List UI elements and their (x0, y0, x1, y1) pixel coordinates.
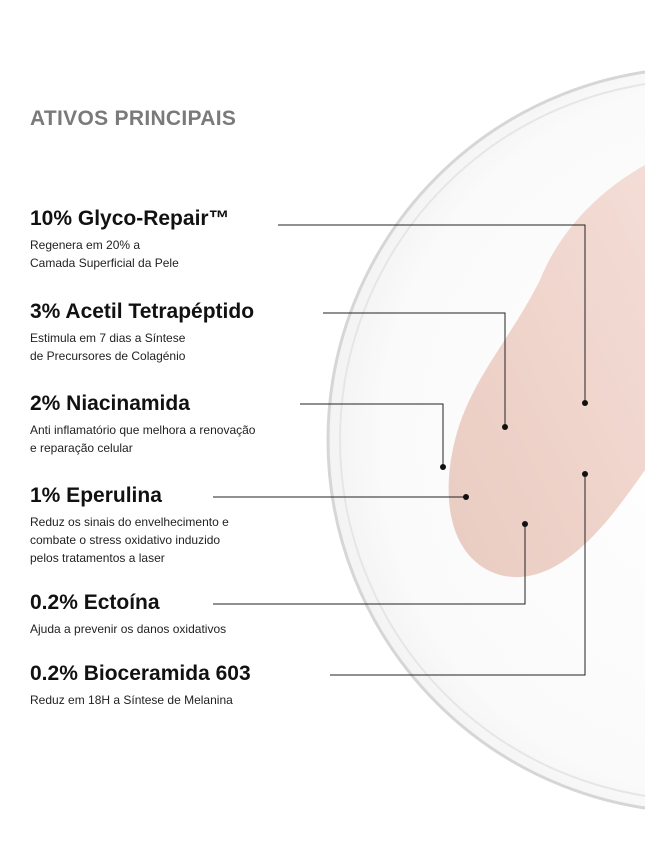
description-line: Reduz em 18H a Síntese de Melanina (30, 693, 233, 707)
leader-lines (213, 224, 586, 676)
ingredient-description: Reduz os sinais do envelhecimento e comba… (30, 513, 229, 567)
ingredient: 0.2% Bioceramida 603 Reduz em 18H a Sínte… (30, 662, 251, 709)
ingredient-description: Reduz em 18H a Síntese de Melanina (30, 691, 251, 709)
ingredient-name: 0.2% Bioceramida 603 (30, 662, 251, 685)
description-line: e reparação celular (30, 441, 133, 455)
ingredient: 10% Glyco-Repair™ Regenera em 20% a Camada… (30, 207, 230, 272)
ingredient-description: Anti inflamatório que melhora a renovaçã… (30, 421, 255, 457)
description-line: Reduz os sinais do envelhecimento e (30, 515, 229, 529)
description-line: combate o stress oxidativo induzido (30, 533, 221, 547)
ingredient-description: Regenera em 20% a Camada Superficial da P… (30, 236, 230, 272)
ingredient: 0.2% Ectoína Ajuda a prevenir os danos ox… (30, 591, 226, 638)
markers (440, 400, 588, 527)
petri-dish-rim (339, 83, 645, 797)
ingredient-name: 10% Glyco-Repair™ (30, 207, 230, 230)
title: ATIVOS PRINCIPAIS (30, 107, 237, 130)
ingredient-name: 0.2% Ectoína (30, 591, 160, 614)
ingredient: 1% Eperulina Reduz os sinais do envelheci… (30, 484, 229, 567)
ingredient-description: Ajuda a prevenir os danos oxidativos (30, 620, 226, 638)
ingredient-name: 3% Acetil Tetrapéptido (30, 300, 255, 323)
ingredient-name: 1% Eperulina (30, 484, 162, 507)
ingredient: 3% Acetil Tetrapéptido Estimula em 7 dias… (30, 300, 254, 365)
description-line: pelos tratamentos a laser (30, 551, 165, 565)
ingredient: 2% Niacinamida Anti inflamatório que melh… (30, 392, 255, 457)
ingredient-name: 2% Niacinamida (30, 392, 190, 415)
description-line: Ajuda a prevenir os danos oxidativos (30, 622, 227, 636)
description-line: Camada Superficial da Pele (30, 256, 179, 270)
cream-swatch (448, 165, 645, 578)
description-line: Estimula em 7 dias a Síntese (30, 331, 186, 345)
description-line: Regenera em 20% a (30, 238, 141, 252)
ingredient-description: Estimula em 7 dias a Síntese de Precursor… (30, 329, 254, 365)
description-line: Anti inflamatório que melhora a renovaçã… (30, 423, 256, 437)
description-line: de Precursores de Colagénio (30, 349, 186, 363)
